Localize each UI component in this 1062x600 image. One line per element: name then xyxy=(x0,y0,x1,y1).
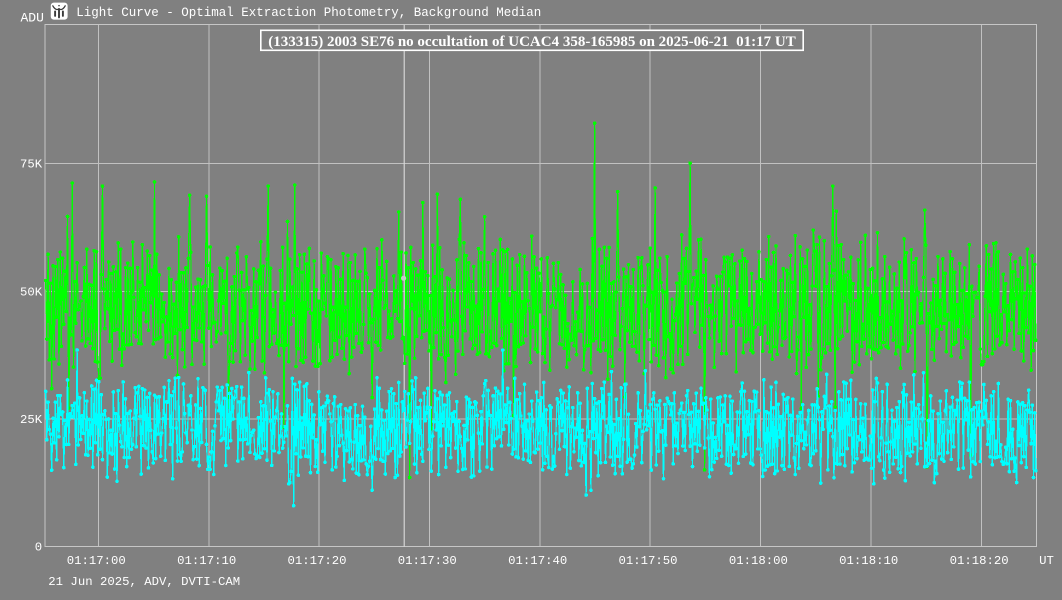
svg-text:ADU: ADU xyxy=(21,11,44,26)
svg-text:50K: 50K xyxy=(20,285,43,299)
svg-text:01:17:30: 01:17:30 xyxy=(398,554,457,568)
svg-text:21 Jun 2025, ADV, DVTI-CAM: 21 Jun 2025, ADV, DVTI-CAM xyxy=(48,575,240,589)
svg-text:01:18:10: 01:18:10 xyxy=(839,554,898,568)
svg-text:UT: UT xyxy=(1039,554,1054,568)
svg-text:01:18:00: 01:18:00 xyxy=(729,554,788,568)
svg-text:Light Curve - Optimal Extracti: Light Curve - Optimal Extraction Photome… xyxy=(76,6,541,20)
svg-text:75K: 75K xyxy=(20,158,43,172)
svg-text:01:18:20: 01:18:20 xyxy=(950,554,1009,568)
svg-text:(133315) 2003 SE76 no occultat: (133315) 2003 SE76 no occultation of UCA… xyxy=(268,34,796,50)
svg-text:01:17:10: 01:17:10 xyxy=(177,554,236,568)
svg-text:01:17:00: 01:17:00 xyxy=(67,554,126,568)
svg-text:01:17:20: 01:17:20 xyxy=(287,554,346,568)
svg-text:01:17:40: 01:17:40 xyxy=(508,554,567,568)
svg-text:0: 0 xyxy=(35,541,42,555)
svg-text:01:17:50: 01:17:50 xyxy=(618,554,677,568)
svg-text:25K: 25K xyxy=(20,413,43,427)
